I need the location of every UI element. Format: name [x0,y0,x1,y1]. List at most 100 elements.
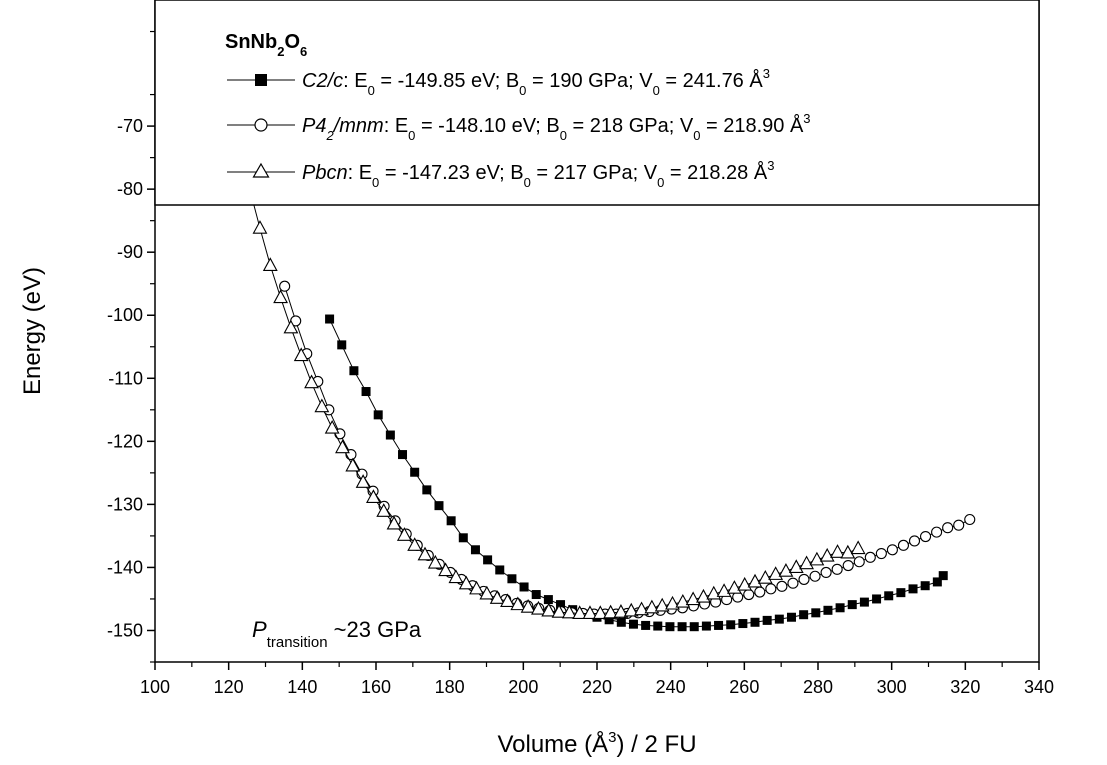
legend-box [154,0,1040,206]
data-point-pbcn [788,559,804,573]
data-point-pbcn [407,537,423,551]
data-point-p42mnm [953,519,965,531]
data-point-pbcn [458,575,474,590]
data-point-c2c [714,620,724,630]
data-point-c2c [628,619,638,629]
x-tick-label: 260 [729,677,759,697]
data-point-c2c [458,533,468,543]
data-point-pbcn [417,546,433,561]
data-point-c2c [786,612,796,622]
data-point-pbcn [335,439,350,454]
data-point-pbcn [520,598,536,613]
series-line-1 [284,286,971,615]
data-point-c2c [373,410,383,420]
y-tick-label: -70 [117,116,143,136]
legend-title: SnNb2O6 [225,31,307,59]
data-point-pbcn [531,600,546,615]
data-point-pbcn [448,569,464,584]
data-point-pbcn [355,474,371,488]
data-point-c2c [385,430,395,440]
data-point-c2c [726,620,736,630]
data-point-pbcn [613,604,629,618]
data-point-c2c [422,485,432,495]
data-point-c2c [519,582,529,592]
legend-marker-p42mnm [254,118,268,132]
data-point-c2c [908,584,918,594]
data-point-c2c [641,620,651,630]
data-point-p42mnm [279,280,291,292]
data-point-pbcn [809,551,825,566]
data-point-p42mnm [897,539,910,551]
x-tick-label: 140 [287,677,317,697]
data-point-c2c [920,581,930,591]
data-point-pbcn [623,602,639,617]
data-point-pbcn [592,605,608,620]
data-point-c2c [337,340,347,350]
data-point-c2c [884,591,894,601]
y-axis-title: Energy (eV) [19,267,46,395]
legend-marker-c2c [255,74,267,86]
x-axis-title: Volume (Å3) / 2 FU [497,729,696,758]
data-point-p42mnm [831,563,843,575]
data-point-c2c [847,600,857,610]
data-point-c2c [495,565,505,575]
y-tick-label: -110 [108,368,143,388]
data-point-c2c [604,615,614,625]
data-point-pbcn [706,585,722,600]
data-point-c2c [361,387,371,397]
plot-frame [154,0,1040,663]
x-tick-label: 280 [803,677,833,697]
data-point-pbcn [304,374,319,389]
data-point-pbcn [427,554,443,569]
data-point-c2c [556,600,566,610]
data-point-pbcn [541,602,557,617]
data-point-pbcn [345,457,361,472]
data-point-pbcn [685,591,701,606]
data-point-c2c [531,590,541,600]
data-point-pbcn [675,593,691,608]
data-point-pbcn [654,597,670,612]
data-point-pbcn [489,590,505,604]
data-point-c2c [398,450,408,460]
y-tick-label: -150 [107,620,143,640]
data-point-pbcn [603,604,619,619]
data-point-pbcn [830,544,845,558]
x-tick-label: 160 [361,677,391,697]
data-point-c2c [762,615,772,625]
legend-marker-pbcn [252,162,270,178]
x-tick-label: 120 [214,677,244,697]
data-point-pbcn [757,569,773,584]
axis-ticks: 100 120 140 160 180 200 220 240 260 280 300 320 340 -… [107,30,1054,697]
data-point-c2c [410,467,420,477]
data-point-c2c [859,597,869,607]
data-point-pbcn [819,547,835,562]
data-point-pbcn [665,595,680,610]
data-point-pbcn [551,604,567,618]
data-point-pbcn [582,605,598,620]
data-point-p42mnm [920,530,932,543]
data-point-p42mnm [853,556,865,568]
x-tick-label: 320 [950,677,980,697]
legend-entry-pbcn: Pbcn: E0 = -147.23 eV; B0 = 217 GPa; V0 … [302,158,774,190]
data-point-pbcn [376,503,392,517]
data-point-pbcn [324,419,340,434]
data-point-p42mnm [964,513,976,526]
series-line-2 [249,188,859,614]
data-point-p42mnm [776,580,788,592]
data-point-c2c [932,577,942,587]
data-point-c2c [774,614,784,624]
x-tick-label: 200 [508,677,538,697]
data-point-c2c [938,571,948,581]
data-point-pbcn [778,563,794,577]
y-tick-label: -120 [107,431,143,451]
data-point-pbcn [500,593,515,608]
data-point-c2c [507,574,517,584]
data-point-c2c [835,603,845,613]
data-point-pbcn [252,220,268,234]
data-point-c2c [811,608,821,618]
data-point-p42mnm [787,577,799,589]
data-point-pbcn [283,319,299,334]
data-point-c2c [434,501,444,511]
legend: SnNb2O6 C2/c: E0 = -149.85 eV; B0 = 190 … [154,0,1040,206]
x-tick-label: 240 [656,677,686,697]
